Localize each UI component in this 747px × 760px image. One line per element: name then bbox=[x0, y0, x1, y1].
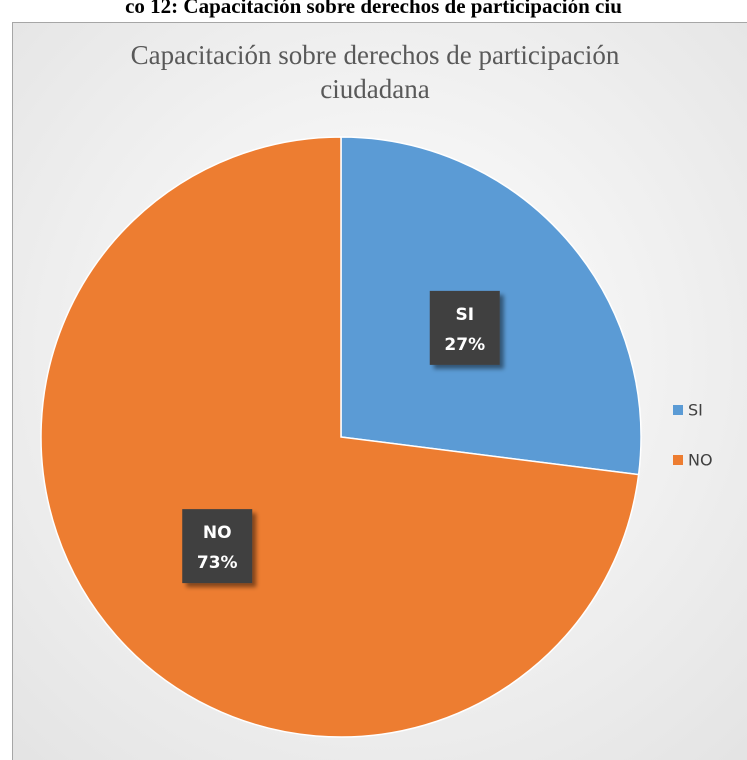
figure-heading: co 12: Capacitación sobre derechos de pa… bbox=[125, 0, 622, 18]
data-label-category: NO bbox=[203, 523, 232, 543]
chart-title: Capacitación sobre derechos de participa… bbox=[131, 40, 620, 104]
legend-label: SI bbox=[688, 401, 703, 420]
pie-slice bbox=[40, 136, 640, 738]
data-label-value: 27% bbox=[444, 335, 485, 355]
data-label: NO 73% bbox=[182, 509, 253, 584]
data-label: SI 27% bbox=[429, 290, 500, 365]
data-label-value: 73% bbox=[197, 553, 238, 573]
legend-swatch bbox=[673, 405, 683, 415]
data-label-box bbox=[182, 509, 253, 584]
legend-swatch bbox=[673, 455, 683, 465]
data-label-category: SI bbox=[455, 305, 474, 325]
legend-label: NO bbox=[688, 451, 713, 470]
data-label-box bbox=[429, 290, 500, 365]
